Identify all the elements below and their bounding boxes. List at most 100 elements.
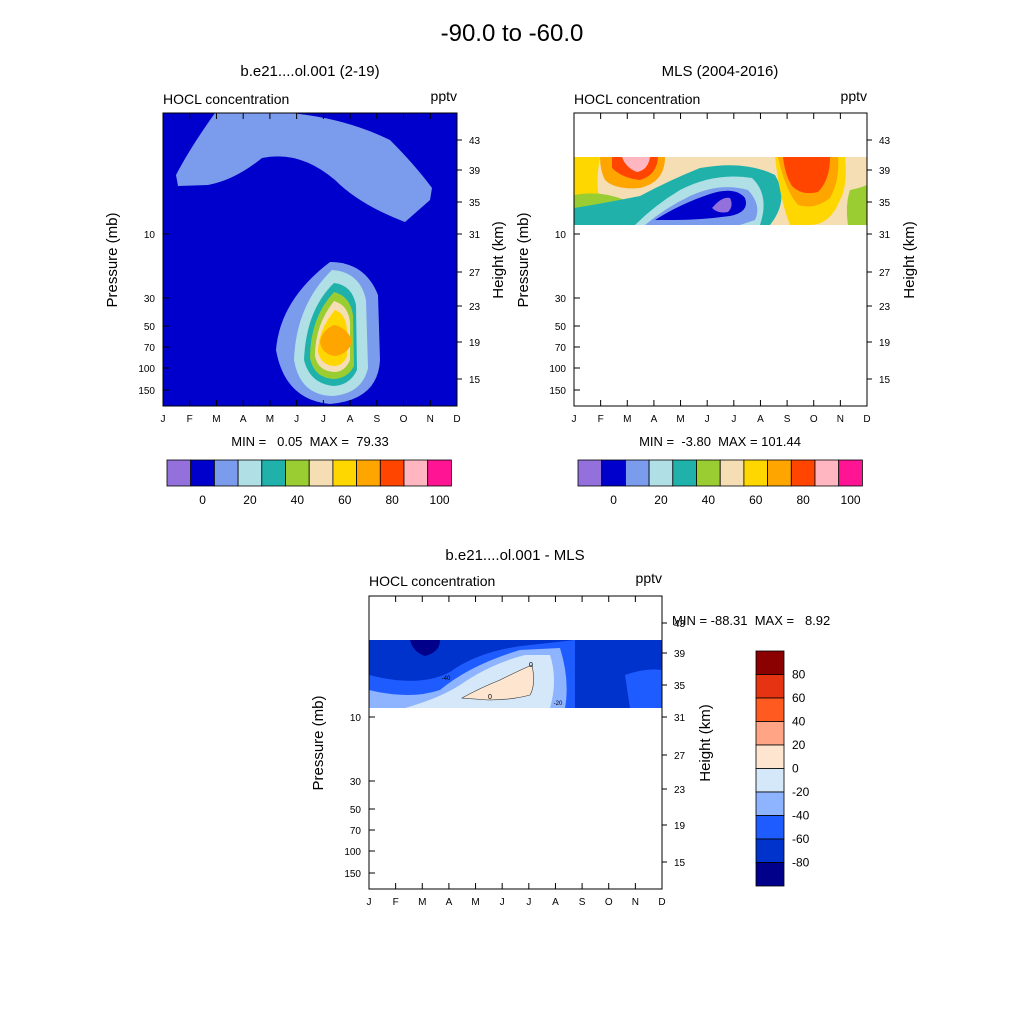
panel1-colorbar-box [166,459,192,487]
panel2-ylabel: Pressure (mb) [515,212,532,307]
panel3-x-tick-label: J [367,897,372,908]
panel1-upper-band [176,113,432,222]
panel3-height-tick-label: 19 [674,821,686,832]
panel2-colorbar-box [625,459,650,487]
panel3-colorbar-box [755,768,785,793]
panel3-x-tick-label: M [471,897,479,908]
panel2-pressure-tick-label: 50 [555,322,567,333]
panel2-left-label: HOCL concentration [574,91,700,107]
panel1-x-tick-label: M [212,414,220,425]
panel2-colorbar-label: 60 [749,493,763,507]
panel1-pressure-tick-label: 150 [138,386,155,397]
panel3-ylabel: Pressure (mb) [310,695,327,790]
panel1-height-tick-label: 43 [469,136,481,147]
panel3-colorbar-label: 20 [792,738,806,752]
panel1-height-tick-label: 15 [469,375,481,386]
panel2-right-green [846,185,867,225]
panel3-colorbar-label: -80 [792,856,810,870]
panel2-x-tick-label: J [572,414,577,425]
panel1-colorbar: 0 20 40 60 80 100 [166,459,452,507]
panel3-colorbar-label: 60 [792,691,806,705]
panel3-colorbar-label: -60 [792,832,810,846]
panel2-height-tick-label: 27 [879,268,891,279]
panel1-pressure-tick-label: 30 [144,294,156,305]
panel2-height-tick-label: 43 [879,136,891,147]
panel1-x-tick-label: O [400,414,408,425]
panel2-top-pink [622,157,650,172]
panel2-stats: MIN = -3.80 MAX = 101.44 [639,434,801,449]
panel1-x-tick-label: J [321,414,326,425]
panel2-x-tick-label: F [598,414,604,425]
panel3-frame [368,595,663,890]
panel3-colorbar-label: -40 [792,809,810,823]
panel2-colorbar-box [648,459,674,487]
panel1-x-tick-label: J [294,414,299,425]
panel2-colorbar-label: 40 [702,493,716,507]
panel2-pressure-tick-label: 30 [555,294,567,305]
panel1-right-label: pptv [431,88,457,104]
panel3-x-tick-label: A [552,897,559,908]
panel1-pressure-tick-label: 70 [144,343,156,354]
panel1-colorbar-box [332,459,357,487]
panel2-colorbar-box [672,459,697,487]
panel3-x-tick-label: O [605,897,613,908]
panel2-height-tick-label: 31 [879,230,891,241]
panel1-colorbar-box [356,459,381,487]
panel3-colorbar-box [755,650,785,675]
panel2-colorbar-box [814,459,840,487]
panel3-title: b.e21....ol.001 - MLS [445,547,584,564]
panel3-colorbar-box [755,815,785,840]
panel1-pressure-tick-label: 10 [144,230,156,241]
panel1-x-tick-label: J [161,414,166,425]
panel1-colorbar-box [427,459,452,487]
panel3-pressure-tick-label: 70 [350,826,362,837]
panel2-x-tick-label: M [623,414,631,425]
panel1-x-tick-label: S [373,414,380,425]
panel2-colorbar-box [601,459,626,487]
panel1-contours [163,113,457,406]
panel3-left-label: HOCL concentration [369,573,495,589]
panel3-height-tick-label: 31 [674,713,686,724]
panel2-height-tick-label: 39 [879,166,891,177]
panel2-x-tick-label: O [810,414,818,425]
panel3-x-tick-label: D [658,897,665,908]
panel3-right-label: pptv [636,570,662,586]
panel1-colorbar-box [237,459,263,487]
panel1-pressure-tick-label: 50 [144,322,156,333]
panel2-colorbar-box [838,459,863,487]
panel2-colorbar-label: 0 [610,493,617,507]
panel1-x-tick-label: A [240,414,247,425]
panel3-band-minus40-right [625,669,662,708]
panel2-colorbar-box [790,459,816,487]
panel2-colorbar: 0 20 40 60 80 100 [577,459,863,507]
panel2-min-purple [712,197,732,213]
panel1-colorbar-box [379,459,405,487]
panel2-x-tick-label: J [731,414,736,425]
panel2-x-tick-label: A [651,414,658,425]
panel3-positive-patch [460,664,534,701]
panel1-title: b.e21....ol.001 (2-19) [240,63,379,80]
panel2-pressure-tick-label: 70 [555,343,567,354]
panel1-colorbar-label: 0 [199,493,206,507]
panel3-x-tick-label: J [526,897,531,908]
panel2-pressure-tick-label: 150 [549,386,566,397]
panel2-height-tick-label: 19 [879,338,891,349]
panel2-colorbar-label: 20 [654,493,668,507]
panel1-frame [162,112,458,407]
panel2-title: MLS (2004-2016) [662,63,779,80]
panel1-colorbar-box [308,459,334,487]
panel1-x-tick-label: A [347,414,354,425]
panel2-height-tick-label: 15 [879,375,891,386]
panel1-colorbar-box [261,459,286,487]
panel1-height-tick-label: 27 [469,268,481,279]
panel3-colorbar-box [755,838,785,863]
panel2-x-tick-label: A [757,414,764,425]
panel1-height-tick-label: 39 [469,166,481,177]
panel1-x-tick-label: D [453,414,460,425]
panel1-colorbar-label: 20 [243,493,257,507]
panel2-x-tick-label: M [676,414,684,425]
panel3-x-tick-label: S [579,897,586,908]
panel1-y2label: Height (km) [490,221,507,299]
panel2-dark-blue [655,190,746,220]
